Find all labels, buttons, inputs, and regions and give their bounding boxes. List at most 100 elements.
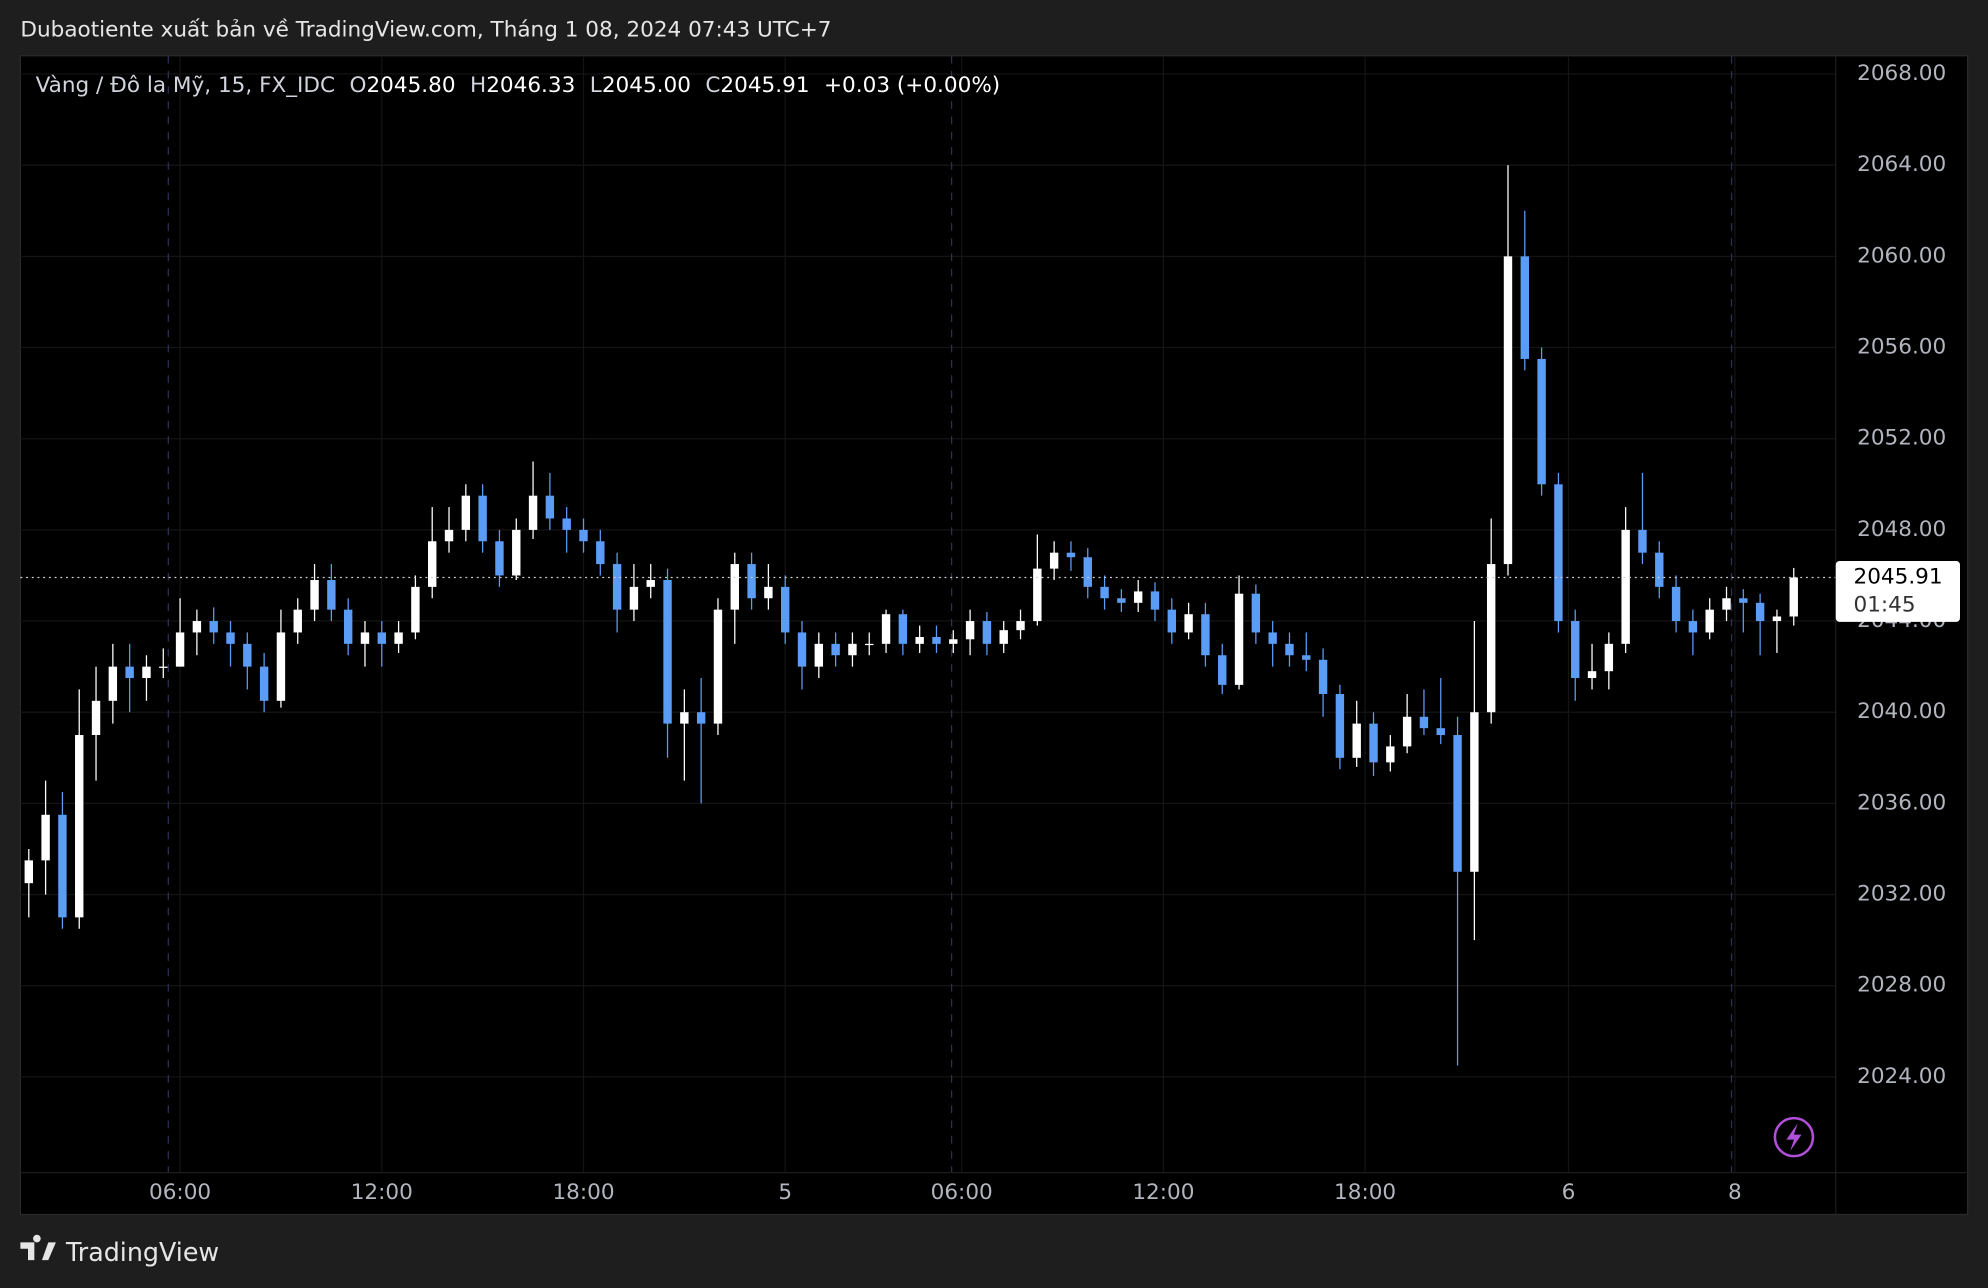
x-tick-label: 06:00: [149, 1180, 211, 1205]
candle-body: [663, 580, 672, 724]
candle-body: [108, 666, 118, 701]
candle-body: [159, 666, 168, 668]
candle-body: [797, 632, 807, 667]
candle-body: [865, 643, 874, 646]
candle-body: [75, 735, 84, 918]
candle-body: [965, 621, 975, 640]
lightning-button[interactable]: [1773, 1116, 1815, 1158]
candle-body: [1201, 614, 1210, 656]
candle-body: [1688, 621, 1698, 633]
candle-body: [1755, 602, 1765, 622]
axes: 2024.002028.002032.002036.002040.002044.…: [149, 61, 1960, 1205]
candle-body: [881, 614, 891, 644]
x-tick-label: 12:00: [351, 1180, 413, 1205]
candle-body: [949, 639, 958, 644]
candle-body: [293, 609, 302, 633]
candle-body: [226, 632, 235, 644]
candle-body: [1722, 598, 1731, 610]
candle-body: [730, 564, 739, 610]
candle-body: [58, 814, 67, 918]
y-tick-label: 2064.00: [1857, 152, 1946, 177]
candle-body: [209, 621, 218, 633]
candle-body: [1671, 586, 1681, 622]
candle-body: [444, 529, 454, 542]
candle-body: [1554, 484, 1563, 622]
grid: [20, 55, 1836, 1173]
candle-body: [461, 495, 471, 530]
candle-body: [596, 541, 605, 565]
candle-body: [1352, 723, 1361, 758]
x-tick-label: 06:00: [931, 1180, 993, 1205]
last-price-label: 2045.91: [1854, 565, 1943, 590]
candle-body: [1587, 671, 1597, 679]
x-tick-label: 18:00: [1334, 1180, 1396, 1205]
legend-low-label: L: [590, 73, 602, 98]
x-tick-label: 18:00: [552, 1180, 614, 1205]
candle-body: [1386, 746, 1395, 763]
candle-body: [1033, 568, 1042, 622]
candle-body: [848, 643, 857, 656]
y-tick-label: 2036.00: [1857, 790, 1946, 815]
candle-body: [1335, 693, 1345, 758]
candle-body: [1604, 643, 1614, 672]
chart-panel: [19, 55, 1969, 1216]
candle-body: [545, 495, 555, 519]
candle-body: [915, 637, 924, 644]
y-tick-label: 2032.00: [1857, 882, 1946, 907]
legend-open-label: O: [349, 73, 366, 98]
candle-body: [1302, 655, 1311, 660]
candle-body: [428, 541, 437, 587]
legend-change: +0.03 (+0.00%): [824, 73, 1000, 98]
candle-body: [781, 586, 790, 633]
legend-symbol: Vàng / Đô la Mỹ, 15, FX_IDC: [36, 73, 335, 98]
candle-body: [377, 632, 386, 644]
candle-body: [1218, 655, 1227, 685]
footer-brand: TradingView: [65, 1237, 219, 1267]
legend-high: 2046.33: [486, 73, 575, 98]
candle-body: [1100, 586, 1109, 599]
candle-body: [1419, 716, 1429, 729]
candle-body: [1537, 358, 1546, 485]
candle-body: [411, 586, 420, 633]
legend-high-label: H: [470, 73, 486, 98]
candle-body: [1234, 593, 1244, 685]
y-tick-label: 2056.00: [1857, 335, 1946, 360]
candle-body: [713, 609, 723, 724]
candle-body: [259, 666, 269, 701]
y-tick-label: 2048.00: [1857, 517, 1946, 542]
y-tick-label: 2068.00: [1857, 61, 1946, 86]
candle-body: [1285, 643, 1294, 656]
x-tick-label: 6: [1562, 1180, 1576, 1205]
candle-body: [1016, 621, 1025, 631]
candle-body: [579, 529, 588, 542]
candle-body: [125, 666, 134, 679]
candle-body: [175, 632, 185, 667]
candle-body: [680, 712, 689, 724]
candle-body: [898, 614, 908, 644]
candle-body: [24, 860, 34, 884]
candle-body: [1453, 735, 1462, 872]
candle-body: [41, 814, 50, 861]
y-tick-label: 2060.00: [1857, 243, 1946, 268]
candle-body: [1470, 712, 1479, 872]
candle-body: [1621, 529, 1630, 644]
candle-body: [1503, 256, 1513, 565]
candle-body: [1436, 728, 1445, 736]
candle-body: [1184, 614, 1193, 633]
candle-body: [394, 632, 403, 644]
candle-body: [192, 621, 202, 633]
legend-open: 2045.80: [366, 73, 455, 98]
candle-body: [1066, 552, 1076, 558]
candle-body: [1318, 659, 1328, 694]
candle-body: [1739, 598, 1748, 603]
candle-body: [932, 637, 941, 644]
last-price-box: [1835, 561, 1960, 622]
candle-body: [142, 666, 151, 679]
candle-body: [327, 580, 336, 610]
candle-body: [982, 621, 992, 644]
footer-logo: TradingView: [20, 1234, 219, 1267]
lightning-circle: [1773, 1116, 1815, 1158]
logo-icon: [20, 1234, 56, 1261]
candle-body: [1268, 632, 1277, 644]
